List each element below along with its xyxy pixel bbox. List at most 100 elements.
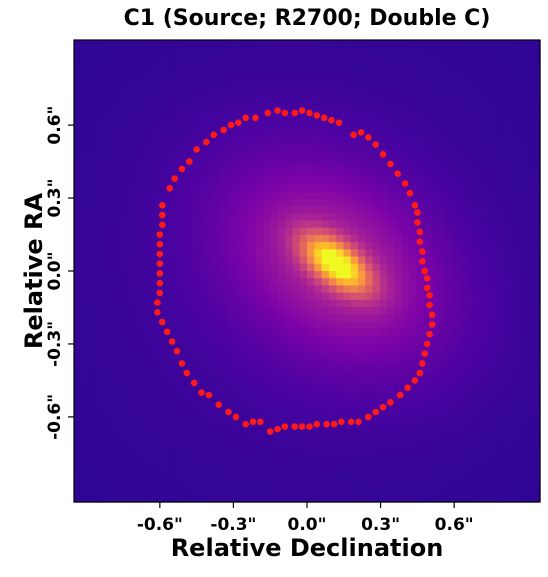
heatmap-cell [132,487,141,496]
heatmap-cell [81,162,90,171]
heatmap-cell [408,321,417,330]
heatmap-cell [532,141,541,149]
heatmap-cell [270,451,279,460]
heatmap-cell [190,465,199,474]
heatmap-cell [277,97,286,106]
heatmap-cell [365,177,374,185]
heatmap-cell [95,256,104,265]
heatmap-cell [387,364,395,373]
ring-point [242,420,249,428]
heatmap-cell [256,40,264,48]
heatmap-cell [74,408,82,416]
heatmap-cell [336,191,345,200]
heatmap-cell [350,487,359,496]
heatmap-cell [510,299,519,308]
heatmap-cell [117,54,126,63]
heatmap-cell [292,328,301,337]
heatmap-cell [343,328,352,337]
heatmap-cell [95,487,104,496]
heatmap-cell [81,393,90,402]
heatmap-cell [408,350,417,359]
heatmap-cell [263,213,272,222]
heatmap-cell [241,263,250,272]
heatmap-cell [438,104,446,113]
heatmap-cell [452,494,461,503]
heatmap-cell [248,335,257,344]
heatmap-cell [190,357,199,366]
heatmap-cell [270,126,279,135]
heatmap-cell [168,263,177,272]
heatmap-cell [161,184,170,193]
heatmap-cell [277,437,286,445]
heatmap-cell [124,141,133,149]
heatmap-cell [532,278,541,287]
heatmap-cell [474,350,483,359]
heatmap-cell [285,220,294,229]
heatmap-cell [154,335,162,344]
heatmap-cell [299,234,308,243]
heatmap-cell [197,437,206,445]
heatmap-cell [496,458,505,467]
heatmap-cell [234,162,243,171]
heatmap-cell [336,177,345,185]
heatmap-cell [350,148,359,157]
heatmap-cell [496,393,505,402]
heatmap-cell [161,278,170,287]
heatmap-cell [372,83,381,92]
heatmap-cell [518,76,527,84]
ring-point [421,267,429,275]
heatmap-cell [161,47,170,56]
heatmap-cell [314,256,323,265]
heatmap-cell [110,249,119,258]
heatmap-cell [481,184,490,193]
heatmap-cell [256,242,264,250]
heatmap-cell [467,408,476,416]
heatmap-cell [467,76,476,84]
heatmap-cell [510,112,519,121]
heatmap-cell [103,249,112,258]
heatmap-cell [241,213,250,222]
heatmap-cell [219,155,228,164]
heatmap-cell [103,292,112,301]
heatmap-cell [423,148,432,157]
heatmap-cell [474,480,483,489]
heatmap-cell [430,227,439,236]
heatmap-cell [372,263,381,272]
heatmap-cell [154,54,162,63]
heatmap-cell [430,206,439,214]
heatmap-cell [365,271,374,279]
heatmap-cell [357,256,366,265]
heatmap-cell [285,112,294,121]
heatmap-cell [430,90,439,99]
heatmap-cell [307,242,315,250]
heatmap-cell [117,357,126,366]
heatmap-cell [256,321,264,330]
heatmap-cell [175,68,184,77]
heatmap-cell [430,112,439,121]
heatmap-cell [263,141,272,149]
heatmap-cell [263,83,272,92]
heatmap-cell [299,364,308,373]
heatmap-cell [357,271,366,279]
heatmap-cell [234,234,243,243]
heatmap-cell [146,473,155,481]
heatmap-cell [518,357,527,366]
heatmap-cell [205,408,213,416]
heatmap-cell [452,184,461,193]
heatmap-cell [489,263,497,272]
heatmap-cell [387,292,395,301]
heatmap-cell [103,112,112,121]
heatmap-cell [132,393,141,402]
heatmap-cell [197,177,206,185]
heatmap-cell [321,198,330,207]
heatmap-cell [307,126,315,135]
heatmap-cell [394,422,403,431]
heatmap-cell [328,285,337,294]
heatmap-cell [212,97,221,106]
heatmap-cell [365,104,374,113]
heatmap-cell [307,220,315,229]
heatmap-cell [124,90,133,99]
heatmap-cell [336,429,345,438]
heatmap-cell [241,61,250,70]
heatmap-cell [314,444,323,453]
